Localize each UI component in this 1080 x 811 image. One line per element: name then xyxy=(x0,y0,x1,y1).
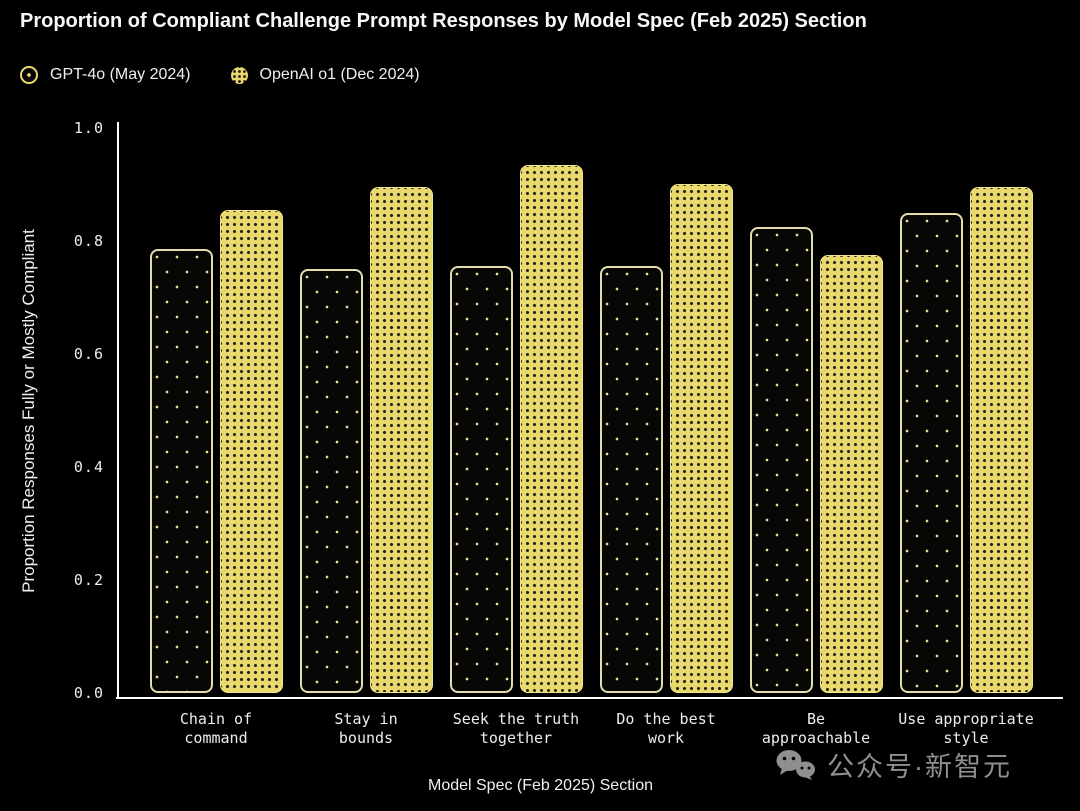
bar-gpt4o-4 xyxy=(750,227,813,693)
o1-series-marker-icon xyxy=(230,66,248,84)
y-tick-label: 0.4 xyxy=(73,458,104,476)
x-category-label-3: Do the best work xyxy=(616,710,716,747)
chart-title: Proportion of Compliant Challenge Prompt… xyxy=(20,10,867,32)
x-category-label-4: Be approachable xyxy=(761,710,871,747)
bar-gpt4o-2 xyxy=(450,266,513,693)
y-tick-label: 0.2 xyxy=(73,571,104,589)
y-tick-label: 0.8 xyxy=(73,232,104,250)
x-category-label-2: Seek the truth together xyxy=(452,710,580,747)
x-category-label-1: Stay in bounds xyxy=(334,710,398,747)
legend-label-o1: OpenAI o1 (Dec 2024) xyxy=(259,66,420,83)
wechat-icon xyxy=(776,749,815,780)
legend-item-gpt4o: GPT-4o (May 2024) xyxy=(20,66,191,84)
x-axis-title: Model Spec (Feb 2025) Section xyxy=(427,777,653,794)
bar-o1-1 xyxy=(370,187,433,693)
y-tick-label: 0.0 xyxy=(73,684,104,702)
legend-label-gpt4o: GPT-4o (May 2024) xyxy=(50,66,191,83)
bar-o1-0 xyxy=(220,210,283,693)
y-tick-label: 0.6 xyxy=(73,345,104,363)
legend-item-o1: OpenAI o1 (Dec 2024) xyxy=(230,66,420,84)
bar-gpt4o-3 xyxy=(600,266,663,693)
watermark: 公众号·新智元 xyxy=(775,745,1012,784)
y-tick-label: 1.0 xyxy=(73,119,104,137)
x-axis-line xyxy=(116,697,1063,699)
bar-o1-5 xyxy=(970,187,1033,693)
watermark-text: 公众号·新智元 xyxy=(827,752,1012,782)
x-category-label-0: Chain of command xyxy=(179,710,253,747)
y-axis-line xyxy=(117,122,119,698)
gpt4o-series-marker-icon xyxy=(20,66,38,84)
x-category-label-5: Use appropriate style xyxy=(898,710,1034,747)
bar-gpt4o-5 xyxy=(900,213,963,693)
bar-gpt4o-1 xyxy=(300,269,363,693)
bar-o1-4 xyxy=(820,255,883,693)
bar-o1-2 xyxy=(520,165,583,693)
legend: GPT-4o (May 2024) OpenAI o1 (Dec 2024) xyxy=(20,66,420,84)
bar-gpt4o-0 xyxy=(150,249,213,693)
bar-o1-3 xyxy=(670,184,733,693)
